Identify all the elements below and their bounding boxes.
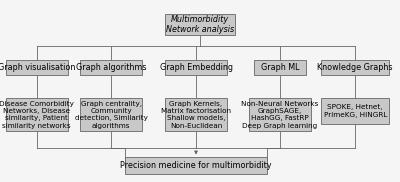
FancyBboxPatch shape [165,98,227,131]
Text: Graph Kernels,
Matrix factorisation
Shallow models,
Non-Euclidean: Graph Kernels, Matrix factorisation Shal… [161,101,231,128]
FancyBboxPatch shape [321,60,389,75]
Text: SPOKE, Hetnet,
PrimeKG, HINGRL: SPOKE, Hetnet, PrimeKG, HINGRL [324,104,387,118]
Text: Graph centrality,
Community
detection, Similarity
algorithms: Graph centrality, Community detection, S… [75,101,148,128]
FancyBboxPatch shape [125,157,267,174]
FancyBboxPatch shape [321,98,389,124]
FancyBboxPatch shape [6,98,68,131]
FancyBboxPatch shape [254,60,306,75]
Text: Graph algorithms: Graph algorithms [76,63,146,72]
FancyBboxPatch shape [165,14,235,35]
Text: Disease Comorbidity
Networks, Disease
similarity, Patient
similarity networks: Disease Comorbidity Networks, Disease si… [0,101,74,128]
FancyBboxPatch shape [165,60,227,75]
FancyBboxPatch shape [80,60,142,75]
FancyBboxPatch shape [249,98,311,131]
Text: Non-Neural Networks
GraphSAGE,
HashGG, FastRP
Deep Graph learning: Non-Neural Networks GraphSAGE, HashGG, F… [241,101,319,128]
Text: Graph visualisation: Graph visualisation [0,63,76,72]
Text: Graph Embedding: Graph Embedding [160,63,232,72]
Text: Multimorbidity
Network analysis: Multimorbidity Network analysis [166,15,234,34]
FancyBboxPatch shape [6,60,68,75]
Text: Knowledge Graphs: Knowledge Graphs [318,63,393,72]
Text: Precision medicine for multimorbidity: Precision medicine for multimorbidity [120,161,272,170]
FancyBboxPatch shape [80,98,142,131]
Text: Graph ML: Graph ML [261,63,299,72]
